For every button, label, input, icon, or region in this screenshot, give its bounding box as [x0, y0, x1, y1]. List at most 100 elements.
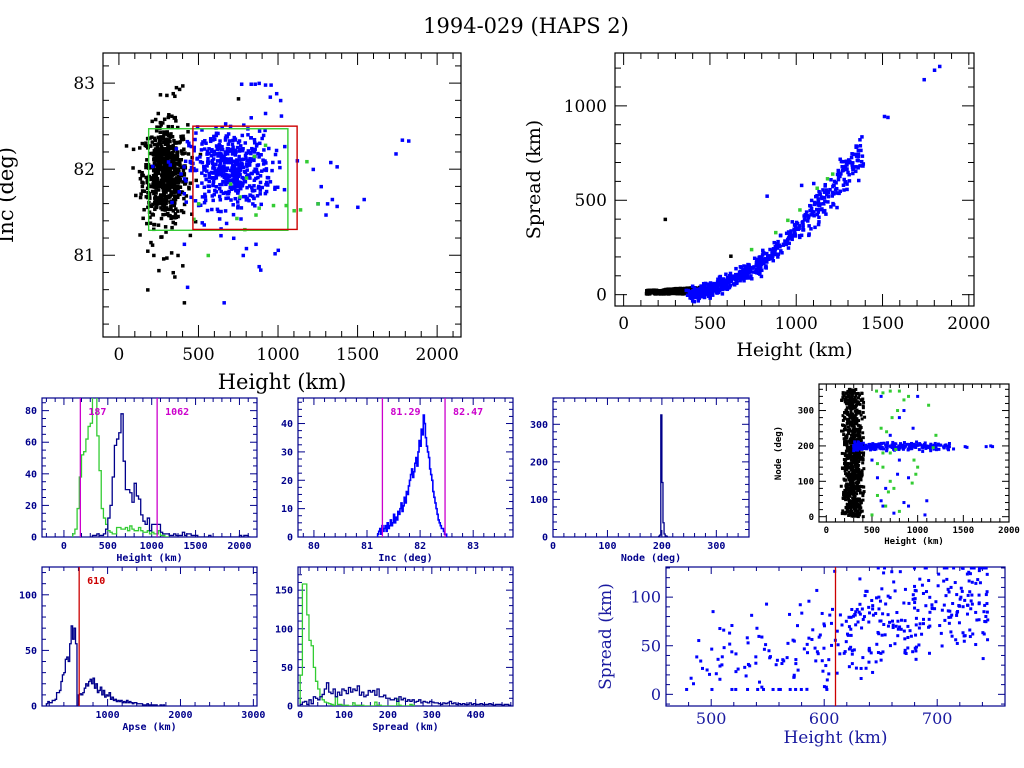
y-tick-label: 0	[287, 533, 293, 544]
data-point-black-cluster	[175, 125, 180, 130]
data-point-blue-scattered	[279, 114, 284, 118]
data-point-blue-curve	[708, 296, 712, 300]
data-point-black-band	[849, 484, 853, 488]
data-point-blue-line	[929, 445, 933, 449]
plot-area	[376, 414, 448, 537]
data-point-blue	[903, 587, 907, 591]
data-point-blue-cluster	[241, 157, 245, 162]
data-point-blue-cluster	[224, 168, 229, 173]
data-point-blue-curve	[742, 264, 746, 268]
y-tick-label: 100	[19, 590, 37, 601]
data-point-black-cluster	[162, 197, 166, 201]
data-point-blue-line	[854, 446, 858, 450]
data-point-blue-cluster	[263, 159, 267, 163]
data-point-blue-curve	[752, 265, 756, 269]
data-point-blue-line	[901, 447, 905, 451]
data-point-black-band	[848, 492, 852, 496]
data-point-black-band	[861, 485, 865, 489]
data-point-blue	[856, 620, 860, 624]
plot-area	[657, 414, 668, 537]
data-point-black-cluster	[163, 225, 168, 229]
data-point-blue-curve	[849, 155, 854, 160]
data-point-black-cluster	[171, 143, 175, 148]
y-tick-label: 81	[73, 246, 95, 266]
data-point-blue-curve	[819, 207, 824, 212]
data-point-black-cluster	[180, 209, 184, 213]
data-point-blue-curve	[734, 281, 738, 286]
data-point-blue-curve	[716, 283, 720, 287]
data-point-blue-line	[878, 442, 882, 446]
data-point-blue-cluster	[232, 159, 236, 164]
data-point-blue	[850, 652, 854, 656]
data-point-blue	[969, 599, 973, 603]
data-point-blue-curve	[776, 239, 780, 244]
data-point-black-cluster	[168, 135, 172, 139]
data-point-blue-cluster	[251, 202, 255, 206]
y-tick-label: 200	[798, 442, 814, 452]
data-point-blue-cluster	[253, 147, 257, 152]
data-point-blue	[734, 652, 738, 656]
y-tick-label: 100	[630, 588, 661, 607]
data-point-green-points	[815, 186, 819, 190]
plot-area	[839, 387, 995, 519]
data-point-black-band	[845, 482, 849, 486]
data-point-black-cluster	[179, 165, 184, 170]
data-point-black-cluster	[150, 189, 155, 194]
data-point-black-band	[852, 501, 856, 505]
data-point-blue-line	[912, 442, 916, 446]
data-point-blue-curve	[707, 293, 712, 297]
data-point-blue-curve	[792, 227, 796, 232]
data-point-black-band	[840, 399, 844, 403]
data-point-black-cluster	[165, 140, 170, 145]
data-point-blue-cluster	[236, 190, 240, 195]
data-point-black-cluster	[147, 210, 152, 214]
data-point-blue	[922, 617, 926, 621]
data-point-green-points	[749, 247, 754, 252]
data-point-blue-cluster	[222, 157, 226, 161]
data-point-blue-outliers	[932, 68, 937, 72]
data-point-blue-cluster	[243, 170, 248, 175]
data-point-black-cluster	[169, 216, 173, 221]
data-point-black-band	[860, 451, 864, 455]
data-point-black-band	[859, 501, 863, 505]
data-point-black-band	[845, 441, 849, 445]
data-point-blue	[871, 613, 875, 617]
data-point-black-cluster	[152, 149, 157, 153]
data-point-black-cluster	[157, 139, 162, 144]
data-point-blue	[768, 656, 772, 660]
data-point-black-cluster	[175, 150, 180, 154]
data-point-black-cluster	[161, 188, 166, 193]
data-point-blue	[927, 578, 931, 582]
data-point-blue	[755, 626, 759, 630]
data-point-black-band	[849, 466, 853, 470]
data-point-blue	[879, 651, 883, 655]
data-point-black-cluster	[188, 181, 193, 185]
data-point-blue-cluster	[251, 194, 255, 199]
data-point-blue-cluster	[233, 172, 238, 176]
data-point-black-band	[844, 391, 848, 395]
data-point-blue-cluster	[202, 185, 207, 190]
data-point-black-band	[859, 477, 863, 481]
data-point-black-scattered	[171, 91, 176, 96]
data-point-blue-cluster	[223, 160, 227, 165]
data-point-blue-cluster	[223, 138, 228, 142]
data-point-blue	[847, 615, 851, 619]
data-point-black-band	[843, 428, 847, 432]
data-point-black-scattered	[174, 85, 179, 90]
data-point-blue-cluster	[231, 212, 236, 217]
data-point-blue-cluster	[239, 206, 244, 210]
data-point-blue-curve	[693, 295, 698, 300]
data-point-blue-cluster	[261, 158, 265, 162]
data-point-blue-cluster	[207, 184, 211, 189]
data-point-blue-curve	[803, 212, 808, 217]
y-tick-label: 0	[651, 685, 661, 704]
data-point-black-band	[850, 398, 854, 402]
data-point-blue	[961, 605, 965, 609]
data-point-green-points	[830, 172, 835, 176]
data-point-black-cluster	[164, 201, 168, 206]
data-point-black-band	[847, 388, 851, 392]
data-point-blue-cluster	[258, 174, 263, 178]
data-point-black-band	[850, 492, 854, 496]
data-point-blue-cluster	[195, 184, 200, 188]
